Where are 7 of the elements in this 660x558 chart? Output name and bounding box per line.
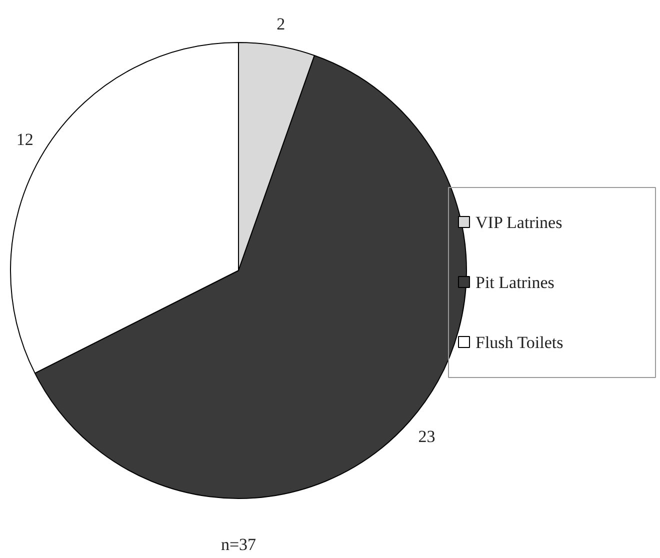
- legend-label: VIP Latrines: [476, 213, 562, 232]
- data-label: 2: [276, 14, 286, 34]
- text: n=37: [220, 535, 257, 554]
- data-label: 23: [418, 427, 436, 446]
- data-label: 12: [16, 130, 34, 150]
- legend-label: Pit Latrines: [476, 273, 554, 292]
- legend-label: Flush Toilets: [476, 333, 564, 352]
